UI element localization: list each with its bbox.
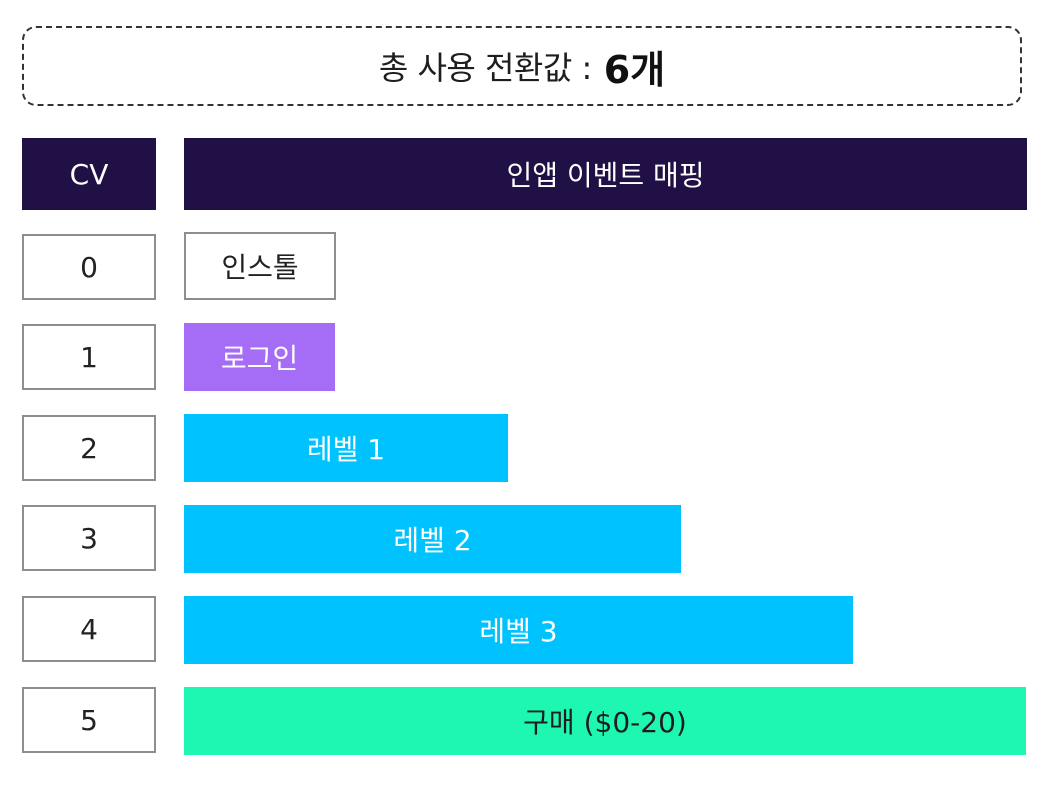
cv-value-0: 0	[22, 234, 156, 300]
summary-value: 6개	[603, 47, 666, 92]
cv-value-5: 5	[22, 687, 156, 753]
event-bar-level-1: 레벨 1	[184, 414, 508, 482]
cv-value-4: 4	[22, 596, 156, 662]
total-conversion-summary: 총 사용 전환값 : 6개	[22, 26, 1022, 106]
cv-column-header: CV	[22, 138, 156, 210]
event-bar-level-3: 레벨 3	[184, 596, 853, 664]
event-bar-install: 인스톨	[184, 232, 336, 300]
event-bar-purchase: 구매 ($0-20)	[184, 687, 1026, 755]
cv-value-2: 2	[22, 415, 156, 481]
cv-value-1: 1	[22, 324, 156, 390]
event-bar-login: 로그인	[184, 323, 335, 391]
summary-label: 총 사용 전환값 :	[378, 49, 592, 87]
event-bar-level-2: 레벨 2	[184, 505, 681, 573]
cv-value-3: 3	[22, 505, 156, 571]
event-mapping-column-header: 인앱 이벤트 매핑	[184, 138, 1027, 210]
